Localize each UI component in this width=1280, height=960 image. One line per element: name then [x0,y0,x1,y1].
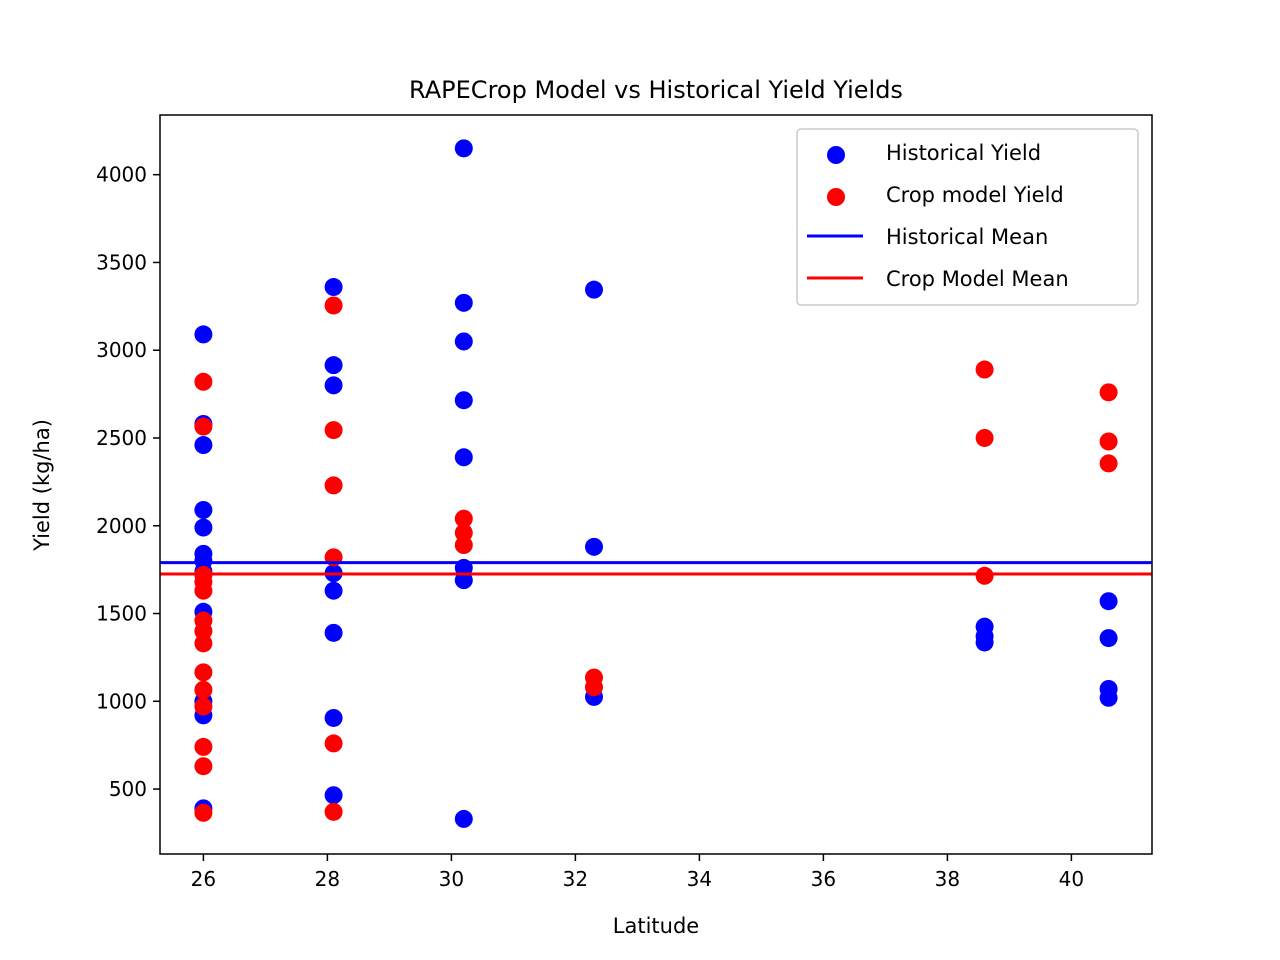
data-point [194,372,213,391]
data-point [194,803,213,822]
y-tick-label: 4000 [96,163,147,187]
data-point [1099,688,1118,707]
data-point [454,293,473,312]
data-point [324,278,343,297]
data-point [324,296,343,315]
data-point [1099,454,1118,473]
data-point [454,391,473,410]
data-point [1099,592,1118,611]
data-point [194,500,213,519]
y-tick-label: 1500 [96,602,147,626]
data-point [1099,432,1118,451]
data-point [585,280,603,299]
data-point [194,663,213,682]
x-axis-label: Latitude [613,914,699,938]
data-point [324,581,343,600]
data-point [975,633,994,652]
x-tick-label: 26 [191,867,216,891]
data-point [324,356,343,375]
y-tick-label: 2000 [96,514,147,538]
x-tick-label: 30 [439,867,464,891]
legend-item: Historical Yield [827,141,1041,165]
data-point [324,421,343,440]
data-point [454,571,473,590]
data-point [1099,629,1118,648]
legend-item: Crop model Yield [827,183,1064,207]
data-point [975,428,994,447]
data-point [194,581,213,600]
data-point [454,139,473,158]
x-tick-label: 28 [315,867,340,891]
y-tick-label: 500 [109,777,147,801]
data-point [194,518,213,537]
y-tick-label: 2500 [96,426,147,450]
data-point [324,708,343,727]
series-historical-yield [194,139,1118,828]
data-point [975,566,994,585]
data-point [585,537,603,556]
data-point [324,786,343,805]
data-point [454,448,473,467]
y-tick-label: 3000 [96,338,147,362]
x-tick-label: 32 [563,867,588,891]
data-point [454,809,473,828]
series-crop-model-yield [194,296,1118,822]
data-point [324,802,343,821]
legend-item: Historical Mean [807,225,1048,249]
legend-item: Crop Model Mean [807,267,1069,291]
data-point [975,360,994,379]
data-point [454,509,473,528]
x-tick-label: 34 [687,867,712,891]
legend-items: Historical Yield Crop model Yield Historic… [807,141,1069,291]
x-tick-label: 36 [811,867,836,891]
legend-label: Historical Yield [886,141,1041,165]
data-point [194,436,213,455]
data-point [194,680,213,699]
data-point [194,757,213,776]
x-axis: 26 28 30 32 34 36 38 40 [191,854,1084,891]
data-point [194,325,213,344]
legend: Historical Yield Crop model Yield Historic… [796,128,1139,306]
plot-frame [159,114,1153,855]
data-point [454,536,473,555]
legend-label: Historical Mean [886,225,1048,249]
data-point [585,678,603,697]
data-point [324,476,343,495]
data-point [194,697,213,716]
data-point [194,417,213,436]
data-point [194,737,213,756]
plot-content [160,139,1152,828]
chart-title: RAPECrop Model vs Historical Yield Yield… [409,76,903,104]
y-axis-label: Yield (kg/ha) [30,419,54,552]
y-axis: 500 1000 1500 2000 2500 3000 3500 4000 [96,163,160,801]
legend-label: Crop Model Mean [886,267,1069,291]
legend-marker-swatch [827,188,845,206]
legend-label: Crop model Yield [886,183,1064,207]
x-tick-label: 38 [935,867,960,891]
data-point [324,734,343,753]
y-tick-label: 1000 [96,689,147,713]
data-point [194,634,213,653]
legend-marker-swatch [827,146,845,164]
x-tick-label: 40 [1059,867,1084,891]
data-point [1099,383,1118,402]
data-point [324,376,343,395]
y-tick-label: 3500 [96,250,147,274]
legend-box [796,128,1139,306]
data-point [454,332,473,351]
data-point [324,623,343,642]
